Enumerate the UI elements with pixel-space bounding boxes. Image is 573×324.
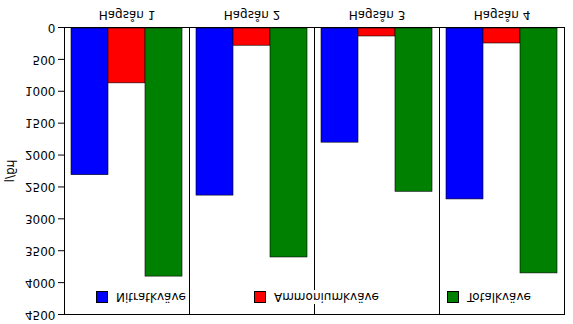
svg-text:Hagsån 1: Hagsån 1 xyxy=(99,8,156,22)
svg-text:Hagsån 4: Hagsån 4 xyxy=(474,8,531,22)
svg-text:500: 500 xyxy=(33,53,56,67)
svg-text:Hagsån 2: Hagsån 2 xyxy=(224,8,281,22)
svg-text:3500: 3500 xyxy=(25,244,56,258)
svg-text:0: 0 xyxy=(48,21,56,35)
svg-text:Hagsån 3: Hagsån 3 xyxy=(349,8,406,22)
svg-text:1500: 1500 xyxy=(25,116,56,130)
svg-text:2500: 2500 xyxy=(25,180,56,194)
svg-text:µg/l: µg/l xyxy=(3,160,17,183)
html-text:Ammoniumkväve: Ammoniumkväve xyxy=(274,290,379,304)
svg-text:2000: 2000 xyxy=(25,148,56,162)
svg-text:4000: 4000 xyxy=(25,276,56,290)
svg-text:4500: 4500 xyxy=(25,308,56,322)
svg-text:1000: 1000 xyxy=(25,84,56,98)
svg-text:3000: 3000 xyxy=(25,212,56,226)
html-text:Nitratkväve: Nitratkväve xyxy=(116,290,186,304)
html-text:Totalkväve: Totalkväve xyxy=(467,290,531,304)
